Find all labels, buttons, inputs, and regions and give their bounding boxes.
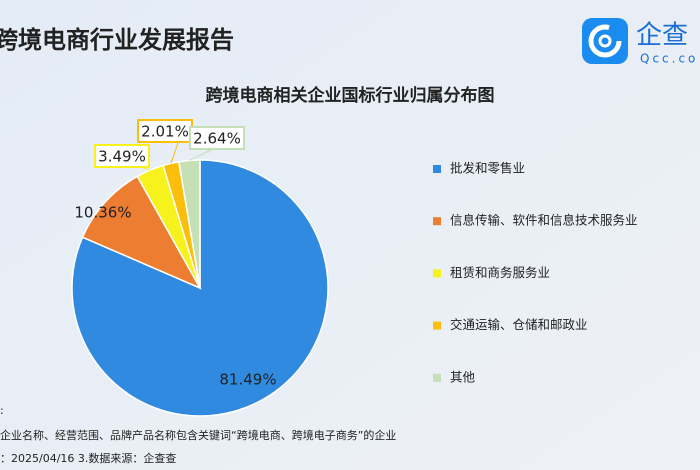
legend-swatch (433, 217, 441, 226)
data-label: 2.01% (141, 123, 189, 141)
footnote: ：2025/04/16 3.数据来源：企查查 (0, 451, 176, 465)
footnote: : (0, 404, 4, 417)
chart-title: 跨境电商相关企业国标行业归属分布图 (206, 85, 495, 106)
legend-label: 信息传输、软件和信息技术服务业 (450, 213, 638, 228)
legend-label: 交通运输、仓储和邮政业 (450, 317, 588, 332)
logo-domain: Qcc.co (640, 52, 698, 66)
data-label: 3.49% (98, 148, 146, 166)
legend-swatch (433, 321, 441, 330)
logo-mark (588, 24, 622, 58)
legend-label: 其他 (450, 369, 476, 384)
footnote: 企业名称、经营范围、品牌产品名称包含关键词“跨境电商、跨境电子商务”的企业 (0, 428, 396, 442)
legend-swatch (433, 165, 441, 173)
report-title: 跨境电商行业发展报告 (0, 26, 234, 54)
data-label: 81.49% (219, 371, 276, 389)
leader-line (170, 139, 180, 164)
logo-name: 企查 (636, 21, 688, 51)
legend-label: 租赁和商务服务业 (450, 265, 550, 280)
legend-label: 批发和零售业 (450, 161, 525, 176)
legend-swatch (433, 269, 441, 278)
data-label: 10.36% (74, 204, 131, 222)
legend-swatch (433, 373, 441, 382)
label-box (94, 144, 150, 168)
label-box (189, 126, 245, 150)
data-label: 2.64% (193, 130, 241, 148)
logo-mark (598, 34, 612, 48)
pie-slice (81, 175, 202, 290)
